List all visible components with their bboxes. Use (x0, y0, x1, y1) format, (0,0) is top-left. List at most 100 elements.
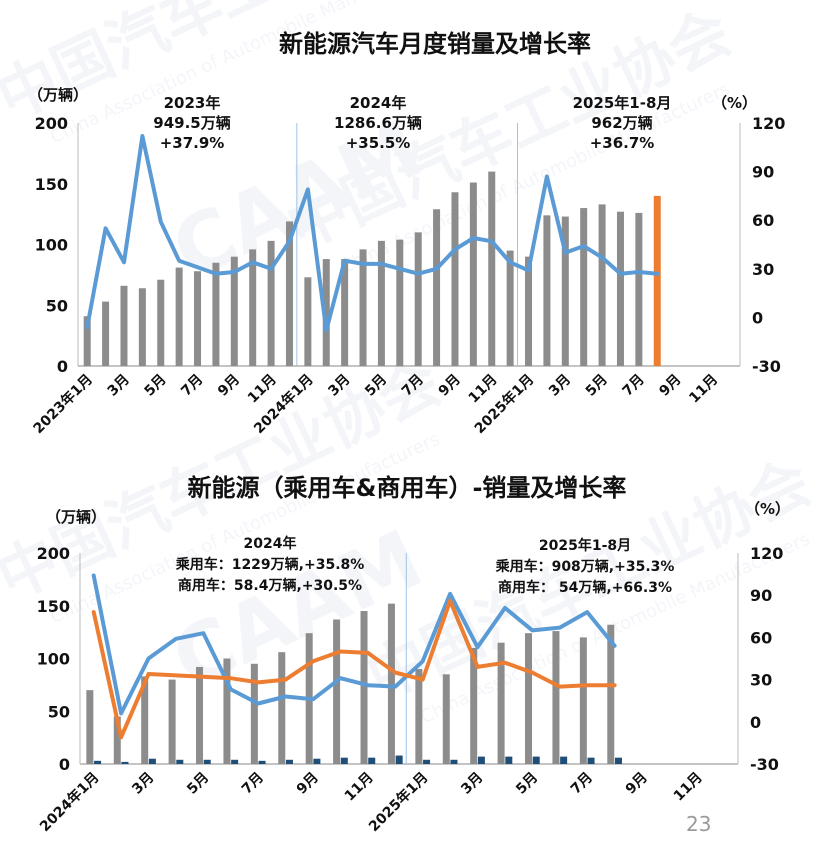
y-left-tick: 100 (35, 236, 68, 255)
bar (396, 239, 404, 366)
bar (470, 647, 478, 764)
bar (525, 256, 533, 366)
bar (360, 611, 368, 764)
annotation-2: 2025年1-8月 962万辆 +36.7% (573, 94, 672, 152)
annotation-line: 949.5万辆 (153, 114, 230, 132)
bar-series-0 (83, 171, 661, 366)
x-tick-label: 2024年1月 (36, 769, 102, 835)
bar (377, 240, 385, 366)
chart-nev-monthly-sales: 新能源汽车月度销量及增长率 （万辆） （%） 0 50 100 150 200 -30 0 30 60… (28, 30, 785, 437)
x-tick-label: 7月 (568, 770, 596, 798)
bar (258, 760, 266, 764)
bar (285, 759, 293, 764)
bar (505, 756, 513, 764)
bar (561, 216, 569, 366)
x-tick-label: 11月 (671, 770, 706, 805)
annotation-line: 商用车： 54万辆,+66.3% (498, 579, 672, 596)
bar (250, 663, 258, 764)
bar (212, 262, 220, 366)
bar (249, 249, 257, 366)
bar (138, 288, 146, 366)
bar (543, 215, 551, 366)
bar (168, 679, 176, 764)
annotation-line: 2025年1-8月 (573, 94, 672, 112)
annotation-line: 2024年 (350, 94, 407, 112)
x-tick-label: 3月 (325, 372, 353, 400)
y-left-tick: 100 (37, 650, 70, 669)
bar (414, 232, 422, 366)
chart-title: 新能源汽车月度销量及增长率 (279, 30, 591, 58)
y-right-tick: 60 (752, 211, 774, 230)
bar (157, 279, 165, 366)
x-tick-label: 5月 (184, 770, 212, 798)
x-tick-label: 11月 (686, 372, 721, 407)
x-tick-label: 3月 (546, 372, 574, 400)
annotation-line: 乘用车：908万辆,+35.3% (495, 558, 675, 575)
y-right-unit: （%） (712, 94, 757, 112)
bar (304, 277, 312, 366)
y-left-tick: 200 (37, 544, 70, 563)
x-tick-label: 9月 (215, 372, 243, 400)
bar (616, 211, 624, 366)
bar (196, 666, 204, 764)
growth-rate-line-1 (91, 598, 617, 740)
bar (552, 631, 560, 764)
y-right-tick: -30 (750, 755, 779, 774)
bar (395, 755, 403, 764)
bar (506, 250, 514, 366)
bar (614, 757, 622, 764)
x-tick-label: 9月 (656, 372, 684, 400)
x-tick-label: 3月 (105, 372, 133, 400)
bar (423, 759, 431, 764)
y-right-tick: -30 (752, 357, 781, 376)
bar (653, 195, 661, 366)
annotation-0: 2023年 949.5万辆 +37.9% (153, 94, 230, 152)
x-tick-label: 7月 (239, 770, 267, 798)
annotation-line: 2024年 (244, 535, 297, 552)
x-tick-label: 2023年1月 (30, 371, 96, 437)
y-right-tick: 120 (750, 544, 783, 563)
x-tick-label: 5月 (141, 372, 169, 400)
y-right-tick: 120 (752, 114, 785, 133)
bar (267, 240, 275, 366)
y-right-tick: 30 (752, 260, 774, 279)
bar (477, 756, 485, 764)
bar (469, 182, 477, 366)
x-tick-label: 7月 (399, 372, 427, 400)
bar (86, 690, 94, 764)
bar (488, 171, 496, 366)
bar (141, 676, 149, 764)
bar (387, 603, 395, 764)
bar (333, 619, 341, 764)
page-number: 23 (686, 812, 712, 836)
y-left-tick: 150 (37, 597, 70, 616)
bar (231, 759, 239, 764)
y-right-tick: 90 (752, 163, 774, 182)
annotation-line: +36.7% (590, 134, 655, 152)
bar (451, 192, 459, 366)
bar (322, 259, 330, 366)
bar (175, 267, 183, 366)
bar (94, 760, 102, 764)
x-tick-label: 5月 (513, 770, 541, 798)
bar (102, 301, 110, 366)
y-right-tick: 30 (750, 671, 772, 690)
y-left-tick: 50 (48, 702, 70, 721)
bar (580, 208, 588, 366)
annotation-line: 1286.6万辆 (334, 114, 422, 132)
bar (194, 271, 202, 366)
annotation-line: 商用车：58.4万辆,+30.5% (178, 577, 362, 594)
annotation-line: 962万辆 (591, 114, 652, 132)
bar (415, 669, 423, 764)
x-tick-label: 9月 (294, 770, 322, 798)
x-tick-label: 11月 (342, 770, 377, 805)
bar (532, 756, 540, 764)
y-right-tick: 90 (750, 586, 772, 605)
annotation-line: +35.5% (346, 134, 411, 152)
x-tick-label: 5月 (583, 372, 611, 400)
x-tick-label: 3月 (129, 770, 157, 798)
y-left-tick: 50 (46, 296, 68, 315)
bar-series-1 (94, 755, 622, 764)
y-left-unit: （万辆） (46, 508, 106, 526)
